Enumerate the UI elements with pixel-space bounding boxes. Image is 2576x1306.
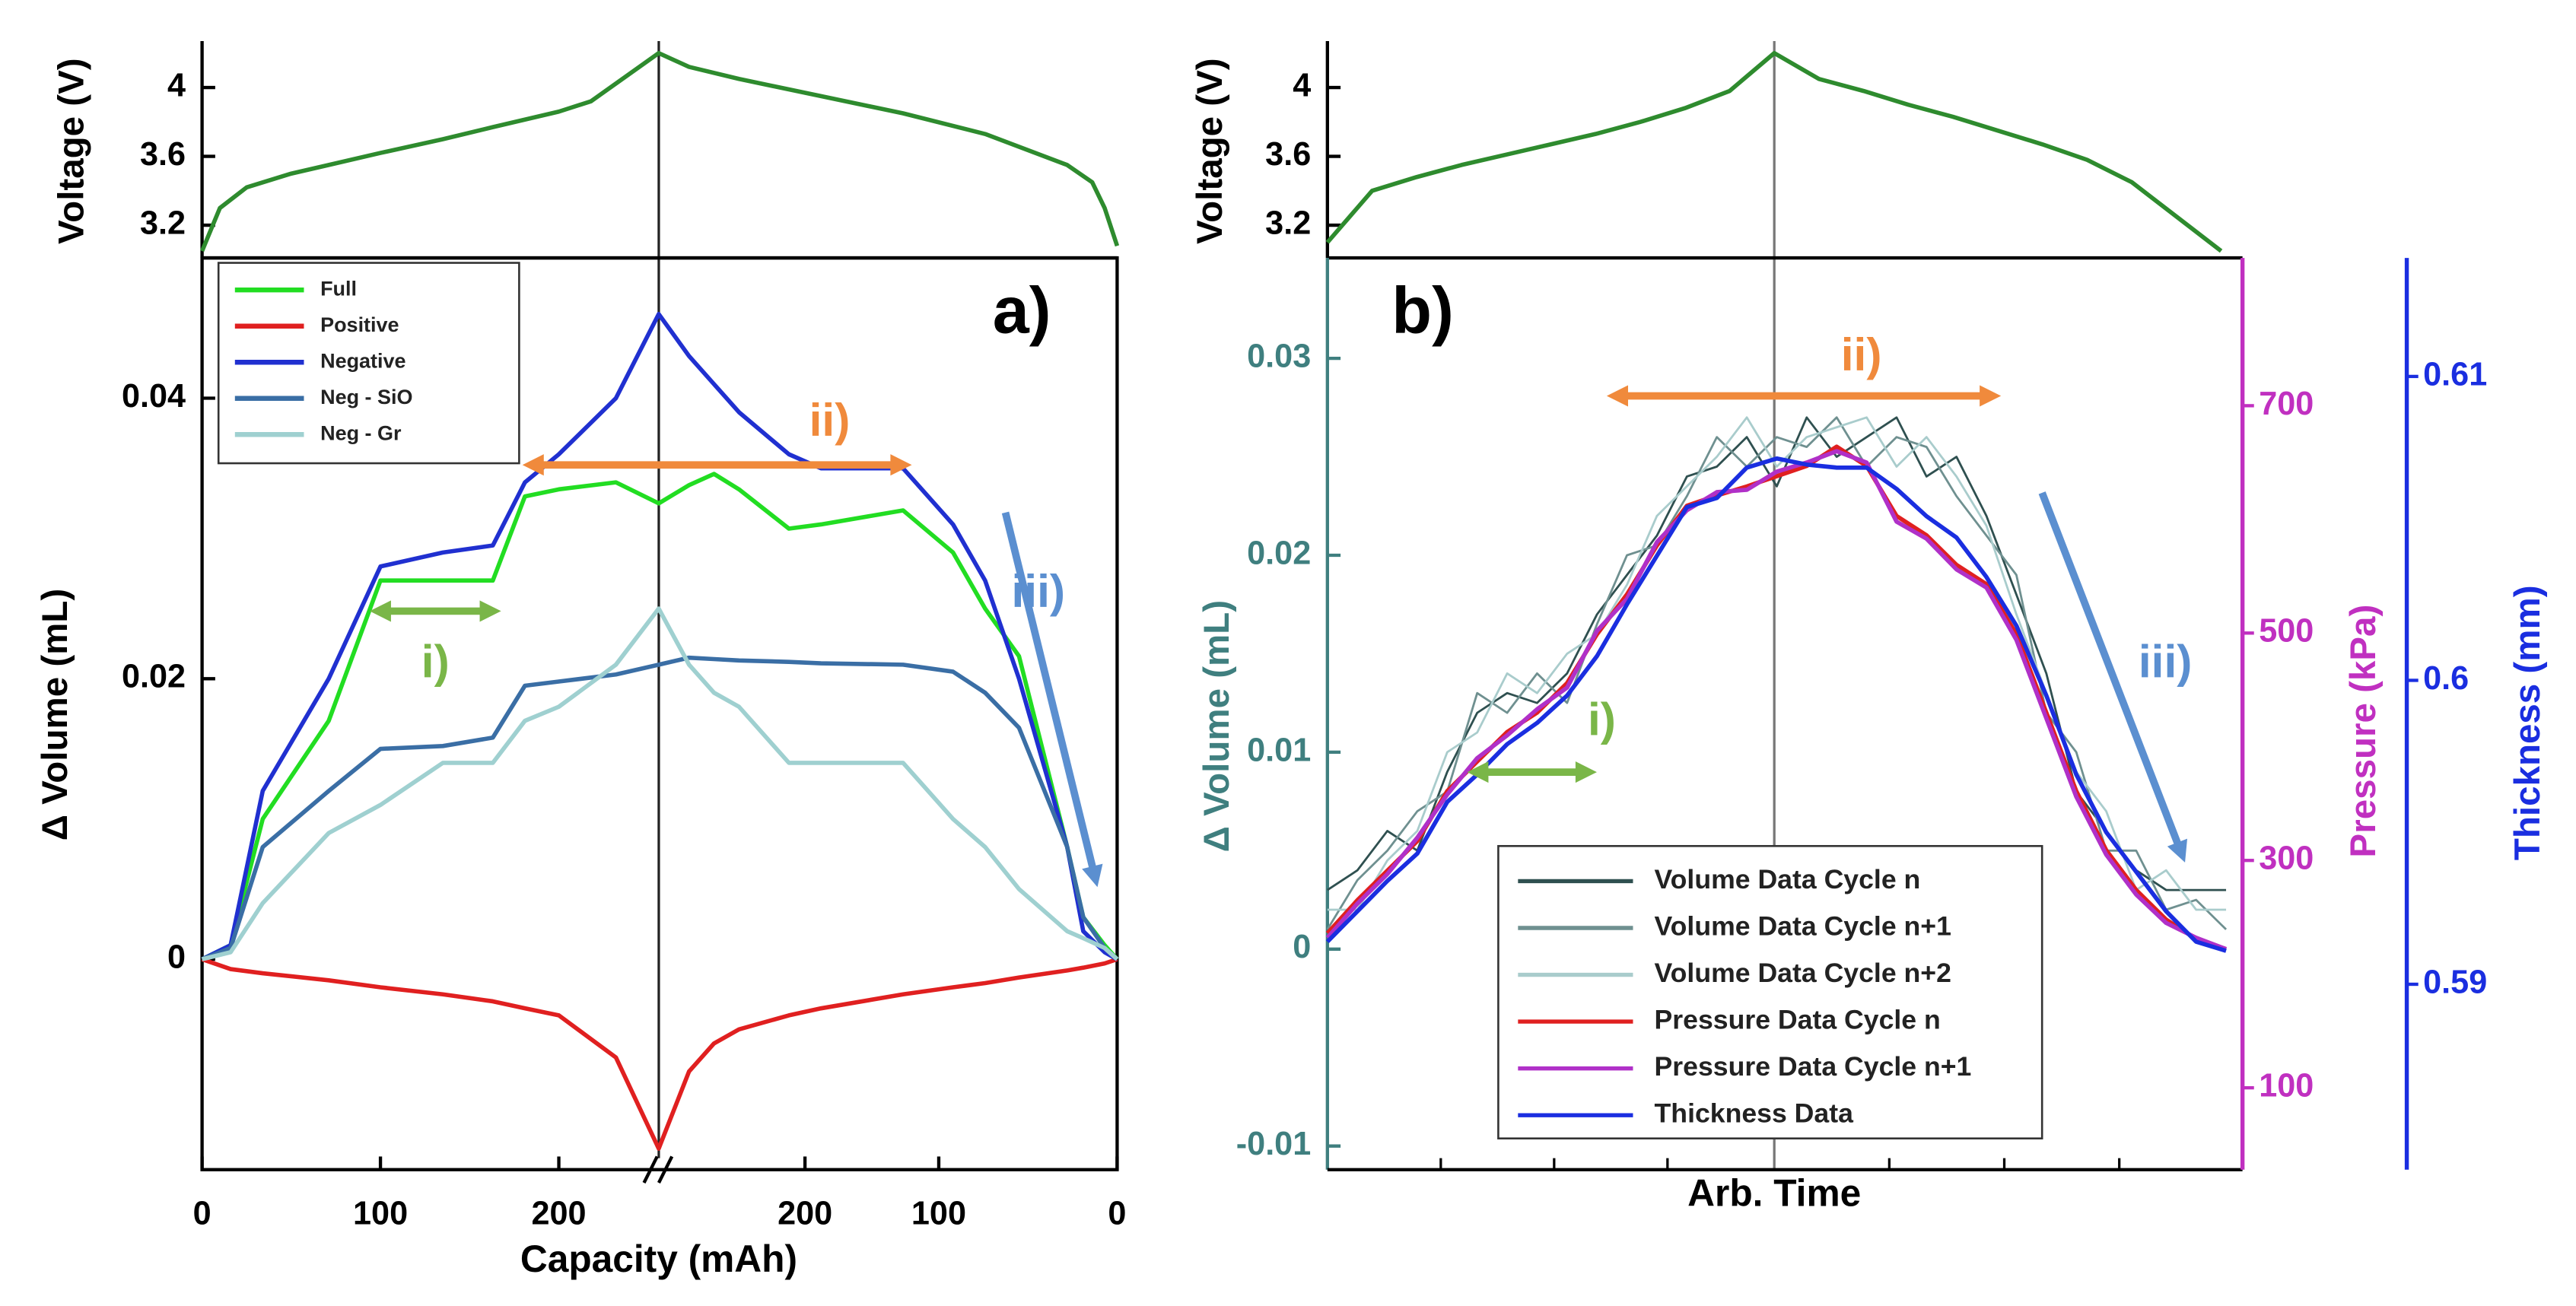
x-tick-label: 0 — [193, 1196, 211, 1232]
y-tick-label: 0 — [1293, 929, 1311, 965]
legend-label: Volume Data Cycle n+1 — [1655, 910, 1951, 941]
y-tick-label: 0.02 — [1247, 535, 1311, 571]
y-tick-label: 0.01 — [1247, 732, 1311, 768]
x-tick-label: 200 — [778, 1196, 832, 1232]
y2-tick-label: 700 — [2259, 386, 2314, 422]
y-axis-label: Voltage (V) — [52, 58, 92, 244]
arrow-head — [369, 600, 391, 622]
y-tick-label: -0.01 — [1236, 1126, 1311, 1162]
y-tick-label: 3.2 — [140, 205, 186, 241]
annotation: a) — [993, 274, 1051, 347]
annotation: iii) — [1012, 565, 1066, 617]
annotation-arrow — [1001, 511, 1097, 871]
series-line — [201, 655, 1119, 961]
annotation: iii) — [2139, 636, 2193, 688]
legend-label: Volume Data Cycle n+2 — [1655, 958, 1951, 988]
x-axis-label: Capacity (mAh) — [520, 1238, 797, 1280]
annotation: ii) — [1841, 329, 1882, 380]
arrow-head — [2167, 838, 2188, 863]
legend-label: Pressure Data Cycle n+1 — [1655, 1051, 1972, 1082]
y3-tick-label: 0.59 — [2423, 964, 2487, 1000]
y-tick-label: 0 — [167, 939, 186, 976]
y-tick-label: 4 — [167, 67, 186, 103]
annotation: i) — [421, 636, 450, 688]
x-tick-label: 200 — [532, 1196, 587, 1232]
series-line — [201, 957, 1118, 1151]
series-line — [200, 51, 1120, 253]
y3-axis-label: Thickness (mm) — [2508, 585, 2548, 860]
y3-tick-label: 0.6 — [2423, 660, 2469, 697]
y-tick-label: 4 — [1293, 67, 1311, 103]
annotation: i) — [1588, 693, 1616, 745]
legend-label: Volume Data Cycle n — [1655, 864, 1921, 894]
arrow-head — [479, 600, 501, 622]
y-axis-label: Δ Volume (mL) — [35, 589, 75, 840]
legend-label: Thickness Data — [1655, 1098, 1855, 1129]
y-tick-label: 3.6 — [1265, 136, 1311, 173]
legend-label: Negative — [320, 349, 405, 372]
x-tick-label: 100 — [353, 1196, 408, 1232]
y-axis-label: Δ Volume (mL) — [1197, 600, 1237, 852]
annotation-arrow — [2038, 491, 2183, 847]
series-line — [201, 472, 1119, 961]
arrow-head — [1980, 385, 2002, 407]
y2-tick-label: 100 — [2259, 1068, 2314, 1104]
x-tick-label: 100 — [911, 1196, 966, 1232]
x-tick-label: 0 — [1108, 1196, 1126, 1232]
arrow-head — [1467, 761, 1489, 783]
legend-label: Pressure Data Cycle n — [1655, 1004, 1941, 1034]
legend-label: Neg - SiO — [320, 386, 412, 408]
y-tick-label: 0.02 — [122, 659, 186, 695]
y2-axis-label: Pressure (kPa) — [2343, 605, 2384, 858]
arrow-head — [1606, 385, 1629, 407]
series-line — [201, 312, 1118, 961]
legend-box — [1497, 844, 2043, 1140]
y-axis-label: Voltage (V) — [1190, 58, 1230, 244]
series-line — [1325, 449, 2228, 952]
legend-label: Neg - Gr — [320, 421, 402, 444]
annotation: ii) — [809, 394, 851, 446]
y2-tick-label: 500 — [2259, 613, 2314, 650]
series-line — [201, 606, 1119, 961]
arrow-head — [890, 454, 912, 476]
legend-label: Positive — [320, 313, 399, 336]
y3-tick-label: 0.61 — [2423, 356, 2487, 392]
y2-tick-label: 300 — [2259, 840, 2314, 877]
arrow-head — [522, 454, 544, 476]
y-tick-label: 0.04 — [122, 378, 186, 415]
arrow-head — [1575, 761, 1597, 783]
arrow-head — [1082, 863, 1103, 888]
x-axis-label: Arb. Time — [1687, 1171, 1861, 1214]
plot-frame — [200, 256, 1119, 1171]
annotation: b) — [1391, 274, 1454, 347]
y-tick-label: 0.03 — [1247, 338, 1311, 375]
y-tick-label: 3.2 — [1265, 205, 1311, 241]
y-tick-label: 3.6 — [140, 136, 186, 173]
series-line — [1326, 416, 2228, 930]
series-line — [1325, 51, 2223, 253]
legend-label: Full — [320, 277, 357, 300]
